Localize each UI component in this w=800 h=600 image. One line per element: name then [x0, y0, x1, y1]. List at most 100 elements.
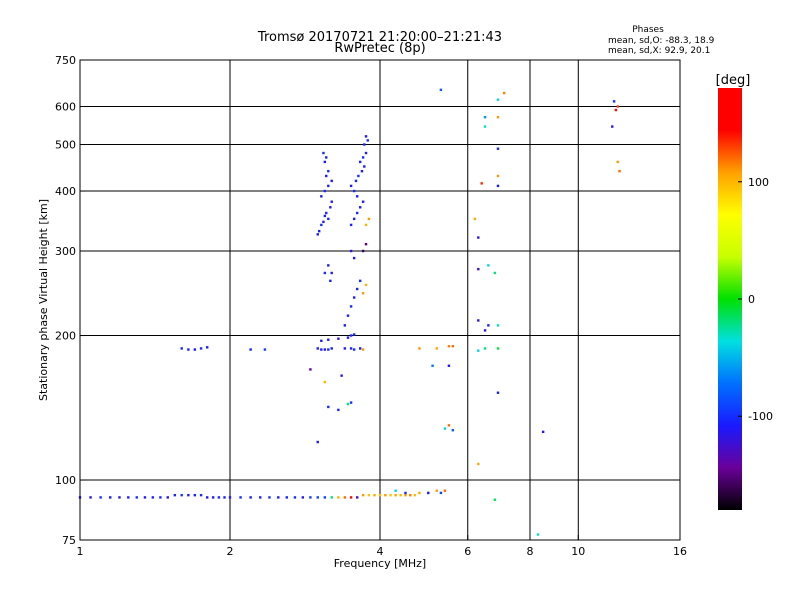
data-point [394, 493, 397, 497]
data-point [285, 496, 288, 499]
data-point [394, 489, 397, 492]
data-point [349, 496, 353, 499]
data-point [205, 346, 209, 349]
data-point [451, 345, 455, 348]
data-point [301, 496, 305, 499]
data-point [480, 182, 483, 185]
data-point [166, 496, 169, 499]
data-point [483, 125, 487, 128]
data-point [343, 324, 347, 327]
data-point [327, 338, 330, 341]
data-point [316, 440, 319, 444]
data-point [439, 88, 443, 92]
data-point [159, 496, 162, 499]
data-point [355, 287, 359, 291]
data-point [151, 496, 155, 499]
data-point [366, 139, 369, 142]
data-point [239, 496, 242, 499]
data-point [325, 174, 328, 178]
data-point [349, 223, 353, 227]
data-point [361, 200, 365, 203]
data-point [330, 271, 333, 275]
data-point [323, 189, 327, 193]
data-point [473, 217, 477, 221]
data-point [199, 493, 203, 497]
data-point [451, 429, 455, 432]
data-point [496, 347, 500, 350]
data-point [361, 493, 365, 497]
data-point [493, 498, 497, 501]
data-point [327, 169, 330, 173]
data-point [293, 496, 297, 499]
data-point [330, 179, 333, 183]
data-point [477, 319, 480, 322]
colorbar-label: [deg] [716, 73, 751, 88]
grid-lines [80, 60, 680, 540]
data-point [496, 116, 500, 119]
data-point [431, 364, 434, 367]
data-point [352, 348, 356, 351]
data-point [357, 174, 360, 178]
data-point [320, 195, 323, 198]
data-point [118, 496, 121, 499]
data-point [364, 242, 368, 246]
data-point [309, 368, 312, 371]
data-point [263, 348, 267, 351]
data-point [325, 156, 328, 159]
data-point [496, 391, 500, 394]
data-point [193, 348, 197, 351]
data-point [616, 160, 619, 164]
data-point [325, 211, 328, 215]
data-point [361, 249, 365, 253]
data-point [435, 347, 438, 350]
data-point [418, 347, 421, 350]
x-axis-label: Frequency [MHz] [334, 557, 426, 570]
data-point [477, 349, 480, 352]
data-point [364, 283, 368, 287]
data-point [340, 374, 343, 377]
data-point [99, 496, 102, 499]
data-point [327, 184, 330, 188]
data-point [361, 292, 365, 295]
x-tick-label: 1 [77, 545, 84, 558]
data-point [363, 165, 366, 168]
data-point [404, 491, 407, 495]
data-point [211, 496, 215, 499]
data-point [435, 489, 438, 492]
y-tick-label: 75 [62, 534, 76, 547]
data-point [205, 496, 209, 499]
data-point [346, 314, 350, 317]
data-point [349, 347, 353, 350]
colorbar-ticks: 100 0 -100 [738, 176, 773, 423]
data-point [327, 405, 330, 409]
data-point [358, 347, 362, 350]
data-point [259, 496, 262, 499]
data-point [443, 489, 447, 492]
chart-subtitle: RwPretec (8p) [334, 41, 425, 56]
data-point [447, 364, 451, 367]
data-point [367, 493, 371, 497]
data-point [418, 491, 421, 495]
data-point [277, 496, 280, 499]
data-point [409, 493, 412, 497]
data-point [323, 348, 327, 351]
data-point [352, 189, 356, 193]
data-point [477, 267, 480, 271]
colorbar-tick-label: 100 [748, 176, 769, 189]
data-point [541, 430, 545, 434]
data-point [352, 296, 356, 299]
data-point [322, 151, 325, 155]
data-point [427, 491, 430, 495]
data-point [173, 493, 177, 497]
y-tick-label: 300 [55, 245, 76, 258]
data-point [443, 427, 447, 430]
data-point [496, 184, 500, 188]
data-point [316, 347, 319, 350]
data-point [228, 496, 232, 499]
data-point [329, 206, 332, 209]
y-axis-ticks: 75 100 200 300 400 500 600 750 [55, 54, 85, 547]
data-point [483, 116, 487, 119]
data-point [199, 347, 203, 350]
data-point [180, 347, 183, 350]
data-point [323, 380, 327, 384]
